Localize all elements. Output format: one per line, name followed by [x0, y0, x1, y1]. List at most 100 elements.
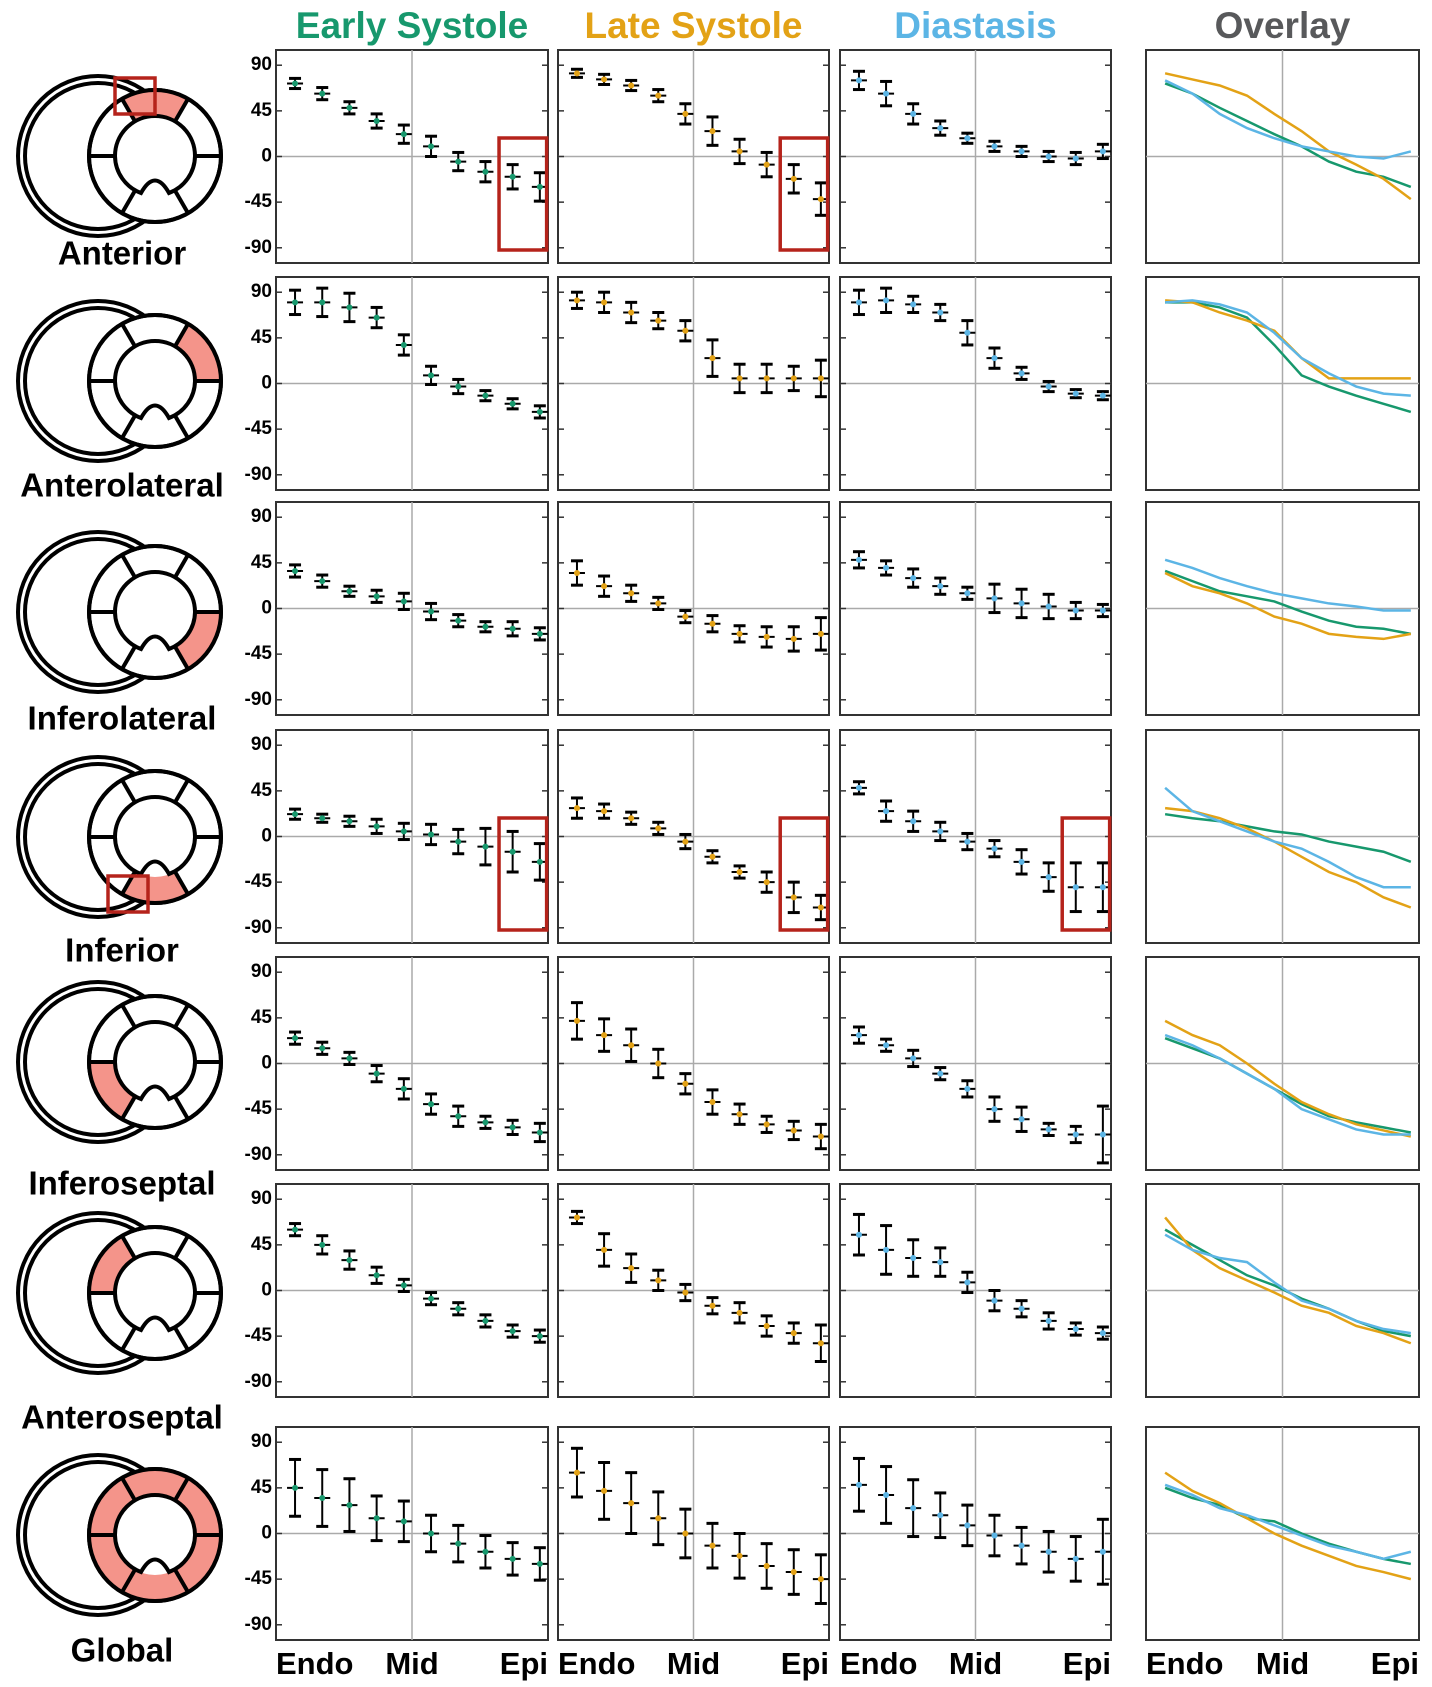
error-bar [677, 1072, 694, 1096]
error-bar [531, 171, 548, 203]
error-bar [878, 286, 895, 314]
error-bar [650, 595, 667, 612]
error-bar [1067, 388, 1084, 400]
overlay-line [1164, 569, 1412, 636]
mean-dot [400, 598, 407, 605]
mean-dot [855, 1481, 862, 1488]
mean-dot [319, 1495, 326, 1501]
highlight-box [778, 816, 830, 932]
mean-dot [1045, 383, 1052, 390]
mean-dot [573, 1469, 580, 1476]
mean-dot [1018, 1305, 1025, 1312]
error-bar [477, 1313, 494, 1329]
error-bar [314, 286, 331, 319]
mean-dot [964, 590, 971, 597]
mean-dot [883, 90, 890, 97]
mean-dot [1018, 858, 1025, 865]
mean-dot [1018, 600, 1025, 607]
mean-dot [883, 1042, 890, 1049]
segment-divider [173, 1326, 190, 1352]
segment-divider [120, 1476, 137, 1502]
y-tick-label: 90 [251, 734, 272, 755]
error-bar [731, 362, 748, 395]
error-bar [905, 102, 922, 126]
segment-highlight [89, 1062, 135, 1120]
error-bar [785, 1548, 802, 1596]
error-bar [959, 585, 976, 601]
mean-dot [709, 355, 716, 362]
error-bar [568, 559, 585, 587]
mean-dot [601, 808, 608, 815]
y-tick-label: -45 [245, 871, 273, 892]
mean-dot [1072, 1555, 1079, 1562]
error-bar [596, 1461, 613, 1521]
y-tick-label: -90 [245, 237, 272, 258]
mean-dot [682, 1289, 689, 1296]
error-bar [450, 827, 467, 856]
error-bar [785, 880, 802, 915]
error-bar [314, 1234, 331, 1256]
mean-dot [319, 815, 326, 822]
x-tick-label: Epi [1063, 1646, 1111, 1681]
segment-divider [173, 189, 190, 215]
segment-highlight [175, 612, 221, 670]
mean-dot [428, 1101, 435, 1108]
mean-dot [1045, 603, 1052, 610]
mean-dot [482, 1317, 489, 1324]
error-bar [731, 137, 748, 166]
mean-dot [817, 904, 824, 911]
mean-dot [292, 1035, 299, 1042]
mean-dot [536, 1560, 543, 1567]
error-bar [1013, 848, 1030, 876]
error-bar [677, 1507, 694, 1560]
mean-dot [883, 1491, 890, 1498]
error-bar [596, 72, 613, 86]
mean-dot [855, 1032, 862, 1039]
error-bar [731, 1102, 748, 1126]
mean-dot [817, 1340, 824, 1347]
segment-divider [173, 1095, 190, 1121]
mean-dot [883, 1246, 890, 1253]
error-bar [477, 620, 494, 634]
mean-dot [482, 392, 489, 399]
mean-dot [573, 570, 580, 576]
y-tick-label: -90 [245, 689, 272, 710]
error-bar [596, 574, 613, 598]
segment-highlight [122, 871, 188, 903]
y-tick-label: 45 [251, 100, 273, 121]
mean-dot [536, 1129, 543, 1136]
mean-dot [910, 1055, 917, 1062]
mean-dot [428, 1530, 435, 1537]
mean-dot [1072, 607, 1079, 614]
y-tick-label: 0 [261, 1053, 272, 1074]
error-bar [812, 358, 829, 399]
cavity [112, 1493, 198, 1575]
mean-dot [601, 299, 608, 306]
mean-dot [628, 1265, 635, 1272]
overlay-line [1164, 72, 1412, 201]
error-bar [423, 1513, 440, 1554]
overlay-line [1164, 1233, 1411, 1335]
error-bar [341, 1477, 358, 1533]
mean-dot [1018, 370, 1025, 377]
y-tick-label: -45 [245, 418, 273, 439]
row-label: Anterolateral [20, 467, 224, 504]
segment-divider [120, 1234, 137, 1260]
mean-dot [573, 805, 580, 812]
segment-divider [173, 870, 190, 896]
mean-dot [428, 1295, 435, 1302]
mean-dot [400, 1518, 407, 1525]
y-tick-label: 90 [251, 1431, 272, 1452]
overlay-line [1164, 1036, 1412, 1134]
mean-dot [763, 1121, 770, 1128]
error-bar [650, 1490, 667, 1547]
mean-dot [455, 158, 462, 165]
mean-dot [509, 1555, 516, 1562]
error-bar [850, 1212, 867, 1257]
row-label: Inferolateral [28, 700, 217, 737]
mean-dot [455, 1305, 462, 1312]
y-tick-label: -90 [245, 1614, 272, 1635]
error-bar [812, 1122, 829, 1151]
mean-dot [292, 1226, 299, 1233]
